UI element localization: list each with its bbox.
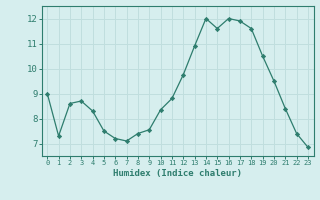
X-axis label: Humidex (Indice chaleur): Humidex (Indice chaleur) [113,169,242,178]
